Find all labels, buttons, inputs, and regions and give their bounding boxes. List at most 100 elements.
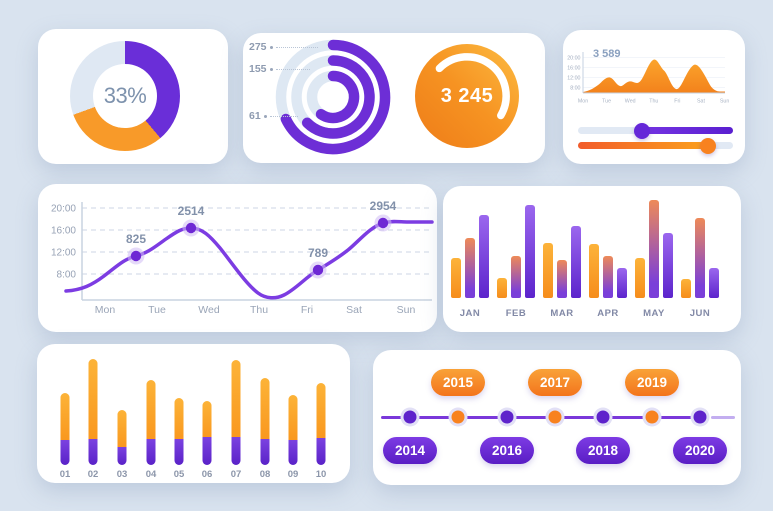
data-point[interactable] bbox=[130, 250, 142, 262]
month-bar-purple[interactable] bbox=[525, 205, 535, 298]
capsule-bar[interactable] bbox=[202, 401, 212, 465]
capsule-bar[interactable] bbox=[231, 360, 241, 465]
month-bar-gradient[interactable] bbox=[465, 238, 475, 298]
month-bar-orange[interactable] bbox=[451, 258, 461, 298]
capsule-orange-segment bbox=[316, 383, 326, 438]
ring-tick-bullet bbox=[269, 67, 273, 71]
capsule-bar[interactable] bbox=[260, 378, 270, 465]
ring-tick-value: 275 bbox=[249, 41, 267, 53]
month-bar-purple[interactable] bbox=[663, 233, 673, 298]
ring-tick-leader bbox=[275, 68, 310, 70]
donut-center-label: 33% bbox=[93, 64, 157, 128]
timeline-dot-2014[interactable] bbox=[403, 410, 417, 424]
timeline-dot-2020[interactable] bbox=[693, 410, 707, 424]
month-bar-gradient[interactable] bbox=[511, 256, 521, 298]
data-point[interactable] bbox=[185, 222, 197, 234]
month-bar-group bbox=[635, 200, 673, 298]
capsule-bar-label: 05 bbox=[173, 469, 185, 480]
capsule-bar[interactable] bbox=[88, 359, 98, 465]
month-bar-gradient[interactable] bbox=[557, 260, 567, 298]
timeline-line bbox=[381, 415, 707, 419]
concentric-rings-chart bbox=[275, 39, 391, 155]
capsule-bar[interactable] bbox=[117, 410, 127, 465]
timeline-year-pill-2015[interactable]: 2015 bbox=[431, 369, 485, 396]
orange-slider[interactable] bbox=[578, 137, 733, 154]
month-label: APR bbox=[597, 308, 619, 319]
orange-slider-handle[interactable] bbox=[700, 137, 717, 154]
month-bar-orange[interactable] bbox=[635, 258, 645, 298]
timeline-year-pill-2020[interactable]: 2020 bbox=[673, 437, 727, 464]
timeline-dot-2016[interactable] bbox=[500, 410, 514, 424]
ring-tick-value: 155 bbox=[249, 63, 267, 75]
x-axis-tick: Sat bbox=[346, 304, 362, 316]
x-axis-tick: Tue bbox=[148, 304, 166, 316]
purple-slider-handle[interactable] bbox=[633, 122, 650, 139]
capsule-bar[interactable] bbox=[174, 398, 184, 465]
capsule-bar[interactable] bbox=[316, 383, 326, 465]
month-bar-purple[interactable] bbox=[479, 215, 489, 298]
month-bar-gradient[interactable] bbox=[603, 256, 613, 298]
data-point[interactable] bbox=[377, 217, 389, 229]
capsule-orange-segment bbox=[117, 410, 127, 447]
mini-x-tick: Sat bbox=[697, 99, 705, 105]
capsule-purple-segment bbox=[117, 447, 127, 465]
timeline-dot-2017[interactable] bbox=[548, 410, 562, 424]
month-bar-orange[interactable] bbox=[497, 278, 507, 298]
y-axis-tick: 8:00 bbox=[57, 270, 77, 281]
month-label: JAN bbox=[459, 308, 481, 319]
capsule-bar[interactable] bbox=[146, 380, 156, 465]
ring-tick-leader bbox=[269, 115, 298, 117]
donut-chart-card: 33% bbox=[38, 29, 228, 164]
capsule-bar[interactable] bbox=[60, 393, 70, 465]
ring-tick-label: 61 bbox=[249, 110, 298, 122]
timeline-dot-2019[interactable] bbox=[645, 410, 659, 424]
data-point-label: 825 bbox=[126, 232, 146, 246]
timeline-year-pill-2016[interactable]: 2016 bbox=[480, 437, 534, 464]
capsule-bar-label: 10 bbox=[315, 469, 327, 480]
purple-slider-fill bbox=[641, 127, 733, 134]
timeline-year-pill-2018[interactable]: 2018 bbox=[576, 437, 630, 464]
month-bar-gradient[interactable] bbox=[695, 218, 705, 298]
month-bar-purple[interactable] bbox=[571, 226, 581, 298]
month-bar-orange[interactable] bbox=[543, 243, 553, 298]
gauge-circle: 3 245 bbox=[415, 44, 519, 148]
timeline-dot-2018[interactable] bbox=[596, 410, 610, 424]
orange-slider-fill bbox=[578, 142, 709, 149]
month-bar-purple[interactable] bbox=[617, 268, 627, 298]
data-point[interactable] bbox=[312, 264, 324, 276]
mini-area-chart-card: 20:00 16:00 12:00 8:00 Mon Tue Wed Thu Fri Sat Sun… bbox=[563, 30, 745, 164]
month-bar-gradient[interactable] bbox=[649, 200, 659, 298]
x-axis-tick: Wed bbox=[198, 304, 220, 316]
capsule-bar-label: 09 bbox=[287, 469, 299, 480]
ring-arc-middle bbox=[301, 55, 375, 139]
capsule-purple-segment bbox=[202, 437, 212, 465]
timeline-year-pill-2014[interactable]: 2014 bbox=[383, 437, 437, 464]
donut-chart: 33% bbox=[70, 41, 180, 151]
x-axis-tick: Thu bbox=[250, 304, 268, 316]
timeline-year-pill-2019[interactable]: 2019 bbox=[625, 369, 679, 396]
ring-arc-outer bbox=[280, 39, 391, 155]
purple-slider[interactable] bbox=[578, 122, 733, 139]
mini-x-tick: Wed bbox=[625, 99, 636, 105]
capsule-purple-segment bbox=[316, 438, 326, 465]
x-axis-tick: Sun bbox=[397, 304, 416, 316]
capsule-orange-segment bbox=[174, 398, 184, 439]
ring-tick-bullet bbox=[269, 45, 273, 49]
timeline-line-fade bbox=[711, 415, 735, 419]
timeline-year-pill-2017[interactable]: 2017 bbox=[528, 369, 582, 396]
month-bar-orange[interactable] bbox=[681, 279, 691, 298]
mini-chart-value: 3 589 bbox=[593, 48, 621, 60]
capsule-purple-segment bbox=[231, 437, 241, 465]
month-bar-group bbox=[497, 205, 535, 298]
capsule-purple-segment bbox=[146, 439, 156, 465]
month-bar-purple[interactable] bbox=[709, 268, 719, 298]
capsule-bar-label: 03 bbox=[116, 469, 128, 480]
timeline-card: 2014 2015 2016 2017 2018 2019 2020 bbox=[373, 350, 741, 485]
month-label: MAY bbox=[643, 308, 665, 319]
capsule-bar[interactable] bbox=[288, 395, 298, 465]
mini-x-tick: Thu bbox=[649, 99, 658, 105]
timeline-dot-2015[interactable] bbox=[451, 410, 465, 424]
month-bar-orange[interactable] bbox=[589, 244, 599, 298]
mini-area-chart: 20:00 16:00 12:00 8:00 Mon Tue Wed Thu Fri Sat Sun bbox=[567, 52, 729, 105]
